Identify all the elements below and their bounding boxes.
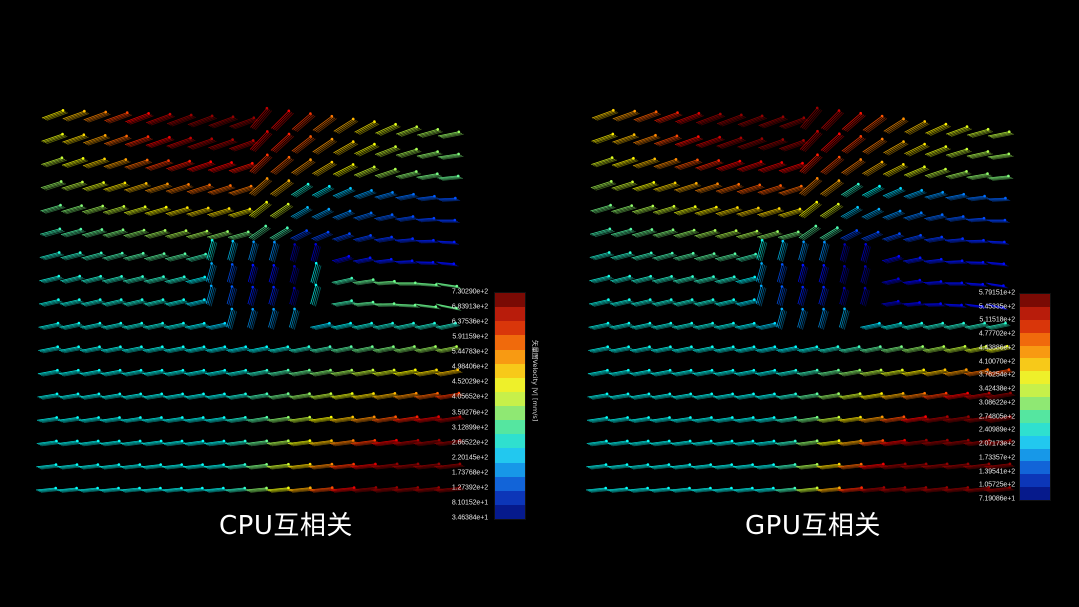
colorbar-tick-label: 1.73357e+2 — [978, 454, 1015, 462]
colorbar-segment — [1020, 345, 1050, 359]
colorbar-tick-label: 1.05725e+2 — [978, 481, 1015, 489]
colorbar-segment — [495, 462, 525, 477]
colorbar-segment — [1020, 358, 1050, 372]
colorbar-tick-label: 7.30290e+2 — [451, 288, 488, 296]
colorbar-segment — [495, 335, 525, 350]
colorbar-tick-label: 3.42438e+2 — [978, 385, 1015, 393]
colorbar-tick-label: 3.76254e+2 — [978, 371, 1015, 379]
colorbar-tick-label: 6.37536e+2 — [451, 318, 488, 326]
cpu-caption: CPU互相关 — [219, 511, 353, 541]
colorbar-segment — [495, 391, 525, 406]
colorbar-tick-label: 4.98406e+2 — [451, 363, 488, 371]
colorbar-tick-label: 2.20145e+2 — [451, 454, 488, 462]
colorbar-segment — [495, 504, 525, 519]
colorbar-segment — [495, 377, 525, 392]
colorbar-tick-label: 7.19086e+1 — [978, 495, 1015, 503]
colorbar-tick-label: 2.07173e+2 — [978, 440, 1015, 448]
colorbar-segment — [495, 434, 525, 449]
colorbar-tick-label: 3.08622e+2 — [978, 399, 1015, 407]
cpu-panel: 7.30290e+2 6.83913e+2 6.37536e+2 5.91159e+2… — [35, 106, 539, 541]
colorbar-segment — [495, 349, 525, 364]
gpu-panel: 5.79151e+2 5.45335e+2 5.11518e+2 4.77702e+2… — [540, 0, 1079, 607]
cpu-vector-field-plot — [35, 106, 465, 493]
colorbar-tick-label: 3.12899e+2 — [451, 424, 488, 432]
colorbar-tick-label: 2.40989e+2 — [978, 426, 1015, 434]
colorbar-segment — [1020, 384, 1050, 397]
colorbar-segment — [1020, 332, 1050, 346]
colorbar-tick-label: 4.10070e+2 — [978, 358, 1015, 366]
colorbar-segment — [1020, 319, 1050, 333]
colorbar-tick-label: 2.66522e+2 — [451, 439, 488, 447]
colorbar-segment — [495, 490, 525, 505]
colorbar-segment — [1020, 409, 1050, 423]
colorbar-segment — [1020, 435, 1050, 449]
colorbar-tick-label: 2.74805e+2 — [978, 413, 1015, 421]
colorbar-tick-label: 1.27392e+2 — [451, 484, 488, 492]
colorbar-tick-label: 5.79151e+2 — [978, 289, 1015, 297]
gpu-vector-field-plot — [585, 106, 1016, 493]
colorbar-tick-label: 5.91159e+2 — [452, 333, 488, 341]
colorbar-segment — [1020, 294, 1050, 307]
cpu-colorbar-tick-labels: 7.30290e+2 6.83913e+2 6.37536e+2 5.91159e+2… — [428, 288, 488, 522]
colorbar-segment — [495, 293, 525, 308]
colorbar-tick-label: 5.45335e+2 — [978, 303, 1015, 311]
cpu-colorbar — [494, 292, 526, 520]
colorbar-tick-label: 4.43886e+2 — [978, 344, 1015, 352]
colorbar-segment — [495, 448, 525, 463]
colorbar-segment — [495, 307, 525, 322]
colorbar-segment — [1020, 448, 1050, 462]
gpu-caption: GPU互相关 — [745, 511, 881, 541]
colorbar-segment — [1020, 422, 1050, 436]
colorbar-tick-label: 1.39541e+2 — [978, 468, 1015, 476]
colorbar-segment — [495, 321, 525, 336]
colorbar-segment — [1020, 474, 1050, 488]
gpu-colorbar-tick-labels: 5.79151e+2 5.45335e+2 5.11518e+2 4.77702e+2… — [955, 289, 1015, 503]
colorbar-tick-label: 4.52029e+2 — [451, 378, 488, 386]
colorbar-tick-label: 1.73768e+2 — [451, 469, 488, 477]
colorbar-segment — [1020, 487, 1050, 500]
colorbar-tick-label: 6.83913e+2 — [451, 303, 488, 311]
colorbar-segment — [1020, 397, 1050, 410]
colorbar-tick-label: 3.59276e+2 — [451, 409, 488, 417]
colorbar-tick-label: 4.05652e+2 — [451, 393, 488, 401]
colorbar-tick-label: 3.46384e+1 — [451, 514, 488, 522]
colorbar-segment — [495, 476, 525, 491]
colorbar-segment — [1020, 461, 1050, 475]
colorbar-segment — [495, 420, 525, 435]
colorbar-segment — [1020, 371, 1050, 385]
colorbar-tick-label: 5.11518e+2 — [979, 316, 1015, 324]
colorbar-tick-label: 4.77702e+2 — [978, 330, 1015, 338]
colorbar-segment — [495, 406, 525, 421]
colorbar-tick-label: 8.10152e+1 — [451, 499, 488, 507]
colorbar-segment — [495, 363, 525, 378]
colorbar-tick-label: 5.44783e+2 — [451, 348, 488, 356]
gpu-colorbar — [1019, 293, 1051, 501]
colorbar-segment — [1020, 306, 1050, 320]
